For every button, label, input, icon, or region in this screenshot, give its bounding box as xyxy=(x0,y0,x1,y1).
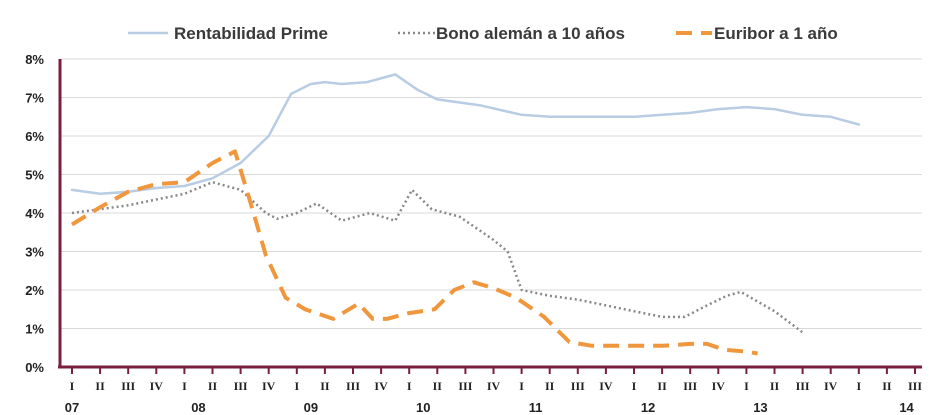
x-quarter-label: IV xyxy=(712,379,726,393)
x-year-label: 11 xyxy=(529,400,543,415)
x-year-label: 08 xyxy=(191,400,205,415)
x-quarter-label: I xyxy=(182,379,187,393)
series-line-rentabilidad-prime xyxy=(70,73,861,196)
x-quarter-label: IV xyxy=(599,379,613,393)
x-quarter-label: II xyxy=(208,379,218,393)
y-tick-label: 0% xyxy=(25,360,44,375)
y-tick-label: 5% xyxy=(25,168,44,183)
x-quarter-label: I xyxy=(632,379,637,393)
x-quarter-label: II xyxy=(657,379,667,393)
x-quarter-label: I xyxy=(294,379,299,393)
x-quarter-label: IV xyxy=(487,379,501,393)
x-quarter-label: III xyxy=(796,379,810,393)
x-quarter-label: I xyxy=(70,379,75,393)
x-quarter-label: II xyxy=(95,379,105,393)
x-year-label: 09 xyxy=(304,400,318,415)
x-quarter-label: II xyxy=(882,379,892,393)
x-year-label: 12 xyxy=(641,400,655,415)
x-quarter-label: II xyxy=(320,379,330,393)
series-lines xyxy=(70,73,861,356)
y-tick-label: 4% xyxy=(25,206,44,221)
x-quarter-label: I xyxy=(856,379,861,393)
y-tick-label: 3% xyxy=(25,245,44,260)
y-tick-label: 6% xyxy=(25,129,44,144)
x-quarter-label: III xyxy=(121,379,135,393)
x-quarter-label: I xyxy=(519,379,524,393)
x-quarter-label: III xyxy=(571,379,585,393)
x-quarter-label: IV xyxy=(150,379,164,393)
x-year-label: 13 xyxy=(753,400,767,415)
x-quarter-label: III xyxy=(234,379,248,393)
series-line-bono-alem-n-a-10-a-os xyxy=(71,180,804,334)
legend: Rentabilidad Prime Bono alemán a 10 años E… xyxy=(128,24,838,43)
x-quarter-label: III xyxy=(683,379,697,393)
x-quarter-label: II xyxy=(545,379,555,393)
x-quarter-label: IV xyxy=(824,379,838,393)
y-tick-label: 1% xyxy=(25,322,44,337)
x-quarter-label: III xyxy=(908,379,922,393)
x-quarter-label: III xyxy=(458,379,472,393)
legend-label: Bono alemán a 10 años xyxy=(436,24,625,43)
x-year-label: 07 xyxy=(65,400,79,415)
axes: 0%1%2%3%4%5%6%7%8%I II III IV I II III IV I II III… xyxy=(25,52,922,415)
x-year-label: 10 xyxy=(416,400,430,415)
x-quarter-label: IV xyxy=(374,379,388,393)
gridlines xyxy=(60,58,922,329)
series-line-euribor-a-1-a-o xyxy=(70,149,758,356)
y-tick-label: 7% xyxy=(25,91,44,106)
x-quarter-label: II xyxy=(433,379,443,393)
legend-label: Euribor a 1 año xyxy=(714,24,838,43)
x-quarter-label: I xyxy=(407,379,412,393)
legend-label: Rentabilidad Prime xyxy=(174,24,328,43)
x-quarter-label: III xyxy=(346,379,360,393)
x-quarter-label: II xyxy=(770,379,780,393)
x-year-label: 14 xyxy=(899,400,914,415)
x-quarter-label: I xyxy=(744,379,749,393)
y-tick-label: 8% xyxy=(25,52,44,67)
y-tick-label: 2% xyxy=(25,283,44,298)
x-quarter-label: IV xyxy=(262,379,276,393)
